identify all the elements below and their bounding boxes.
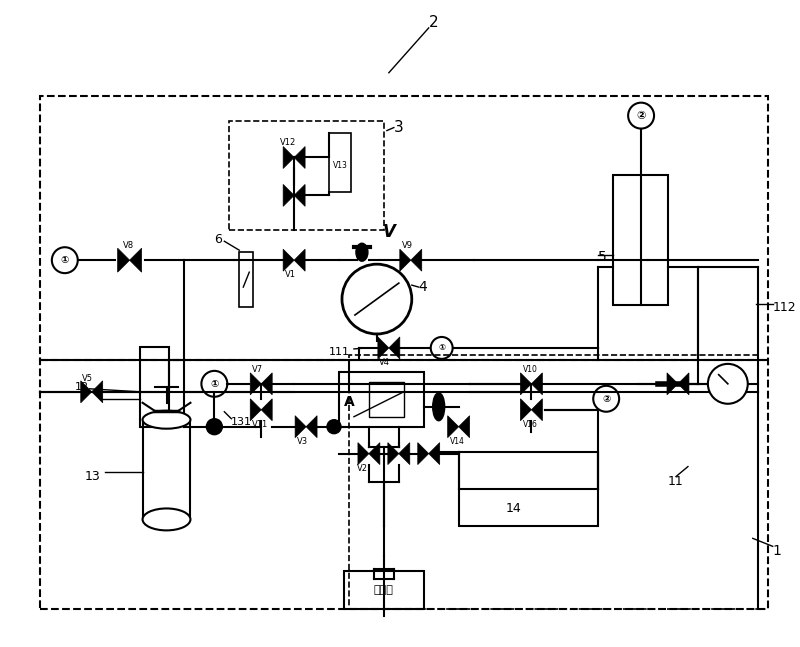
Circle shape xyxy=(342,264,412,334)
Polygon shape xyxy=(358,443,369,465)
Bar xyxy=(339,372,424,426)
Text: V16: V16 xyxy=(522,420,538,429)
Polygon shape xyxy=(294,146,305,168)
Ellipse shape xyxy=(142,411,190,429)
Polygon shape xyxy=(418,443,429,465)
Text: 11: 11 xyxy=(668,475,684,488)
Polygon shape xyxy=(81,381,92,403)
Polygon shape xyxy=(521,399,531,421)
Polygon shape xyxy=(250,399,262,421)
Polygon shape xyxy=(400,249,410,271)
Polygon shape xyxy=(295,416,306,437)
Text: V5: V5 xyxy=(82,375,93,383)
Text: V14: V14 xyxy=(450,437,465,446)
Text: 4: 4 xyxy=(418,280,427,294)
Text: 13: 13 xyxy=(85,470,101,483)
Circle shape xyxy=(327,420,341,433)
Text: ②: ② xyxy=(602,394,610,404)
Text: V2: V2 xyxy=(357,464,368,473)
Bar xyxy=(230,120,384,230)
Bar xyxy=(344,571,424,609)
Text: 变压器: 变压器 xyxy=(374,585,394,595)
Text: 14: 14 xyxy=(506,502,522,515)
Text: 2: 2 xyxy=(429,16,438,30)
Ellipse shape xyxy=(356,243,368,261)
Ellipse shape xyxy=(433,393,445,421)
Text: V8: V8 xyxy=(122,241,134,250)
Polygon shape xyxy=(294,184,305,206)
Text: V4: V4 xyxy=(379,358,390,367)
Polygon shape xyxy=(262,373,272,395)
Polygon shape xyxy=(118,248,130,272)
Polygon shape xyxy=(521,373,531,395)
Text: 3: 3 xyxy=(394,120,403,135)
Bar xyxy=(458,452,598,527)
Text: V1: V1 xyxy=(285,270,296,279)
Polygon shape xyxy=(389,337,400,359)
Text: V: V xyxy=(382,223,395,241)
Polygon shape xyxy=(410,249,422,271)
Circle shape xyxy=(708,364,748,404)
Text: V10: V10 xyxy=(522,366,538,375)
Text: V3: V3 xyxy=(297,437,308,446)
Polygon shape xyxy=(388,443,399,465)
Text: 111: 111 xyxy=(329,347,350,357)
Text: 12: 12 xyxy=(74,382,89,392)
Bar xyxy=(369,382,404,417)
Circle shape xyxy=(206,419,222,435)
Polygon shape xyxy=(429,443,440,465)
Text: ②: ② xyxy=(637,111,646,120)
Polygon shape xyxy=(531,399,542,421)
Polygon shape xyxy=(92,381,102,403)
Polygon shape xyxy=(667,373,678,395)
Bar xyxy=(142,420,190,520)
Text: 131: 131 xyxy=(231,417,252,427)
Bar xyxy=(239,252,254,307)
Bar xyxy=(329,133,351,192)
Polygon shape xyxy=(378,337,389,359)
Polygon shape xyxy=(294,249,305,271)
Ellipse shape xyxy=(142,509,190,531)
Text: V11: V11 xyxy=(252,420,269,429)
Polygon shape xyxy=(458,416,470,437)
Polygon shape xyxy=(399,443,410,465)
Polygon shape xyxy=(283,249,294,271)
Polygon shape xyxy=(678,373,689,395)
Text: V9: V9 xyxy=(402,241,413,250)
Text: ①: ① xyxy=(210,379,218,389)
Text: 1: 1 xyxy=(773,544,782,558)
Bar xyxy=(139,347,170,426)
Polygon shape xyxy=(306,416,317,437)
Text: 5: 5 xyxy=(598,250,607,264)
Text: V7: V7 xyxy=(252,366,263,375)
Bar xyxy=(40,96,768,609)
Text: ①: ① xyxy=(438,344,446,353)
Polygon shape xyxy=(283,184,294,206)
Polygon shape xyxy=(531,373,542,395)
Polygon shape xyxy=(369,443,380,465)
Polygon shape xyxy=(250,373,262,395)
Text: A: A xyxy=(344,395,354,409)
Text: 6: 6 xyxy=(214,233,222,246)
Polygon shape xyxy=(283,146,294,168)
Polygon shape xyxy=(130,248,142,272)
Text: ①: ① xyxy=(61,255,69,265)
Bar xyxy=(613,175,668,305)
Polygon shape xyxy=(262,399,272,421)
Bar xyxy=(349,355,758,609)
Text: 112: 112 xyxy=(773,301,796,314)
Text: V13: V13 xyxy=(333,161,347,170)
Polygon shape xyxy=(448,416,458,437)
Text: V12: V12 xyxy=(280,138,297,147)
